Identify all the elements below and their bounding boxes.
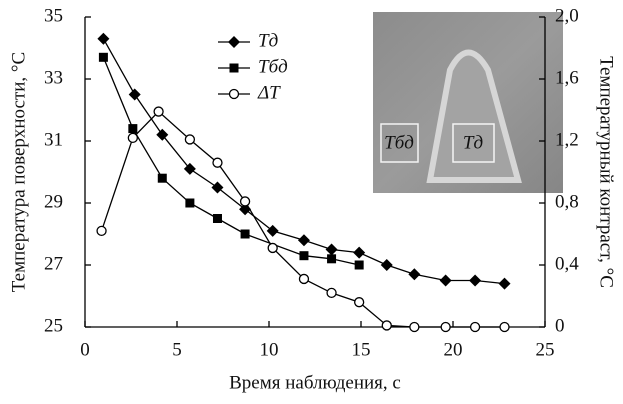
y-tick-label: 31 (44, 129, 63, 150)
marker (326, 287, 337, 299)
marker (98, 52, 108, 62)
marker (128, 124, 138, 134)
legend-marker (228, 88, 240, 100)
y-tick-label: 25 (44, 315, 63, 336)
x-tick-label: 5 (172, 339, 182, 360)
y-tick-label: 27 (44, 253, 63, 274)
y2-tick-label: 2,0 (555, 5, 579, 26)
marker (240, 229, 250, 239)
marker (380, 259, 393, 271)
inset-image: Tбд Tд (373, 12, 563, 193)
legend-label: Tд (258, 30, 278, 51)
marker (185, 198, 195, 208)
x-axis-label: Время наблюдения, с (229, 372, 401, 393)
marker (267, 242, 278, 254)
x-tick-label: 10 (260, 339, 279, 360)
marker (239, 196, 251, 207)
y2-axis-label: Температурный контраст, °С (596, 56, 617, 288)
x-tick-label: 0 (80, 339, 90, 360)
y2-tick-label: 0,8 (555, 191, 579, 212)
legend-marker (228, 36, 240, 48)
marker (499, 321, 510, 333)
marker (266, 224, 279, 237)
marker (297, 234, 310, 247)
marker (127, 132, 138, 144)
x-tick-label: 15 (352, 339, 371, 360)
marker (157, 173, 167, 183)
marker (97, 32, 110, 45)
y2-tick-label: 1,6 (555, 67, 579, 88)
marker (498, 277, 511, 290)
inset-label: Tбд (384, 132, 414, 153)
marker (353, 246, 366, 259)
y-axis-label: Температура поверхности, °С (8, 52, 29, 292)
marker (153, 106, 164, 117)
marker (354, 297, 365, 308)
marker (440, 321, 451, 333)
legend-label: ΔT (257, 82, 281, 103)
marker (299, 251, 309, 261)
marker (325, 243, 338, 256)
y2-tick-label: 0,4 (555, 253, 579, 274)
legend-marker (229, 63, 239, 73)
marker (469, 274, 482, 287)
x-tick-label: 20 (444, 339, 463, 360)
marker (156, 128, 169, 141)
marker (381, 320, 392, 331)
marker (439, 274, 452, 287)
y-tick-label: 35 (44, 5, 63, 26)
marker (354, 260, 364, 270)
marker (96, 225, 107, 237)
marker (212, 157, 223, 168)
marker (409, 321, 420, 333)
marker (327, 254, 337, 264)
marker (212, 214, 222, 223)
y-tick-label: 29 (44, 191, 63, 212)
series-line (102, 57, 360, 266)
marker (184, 134, 196, 145)
marker (128, 88, 141, 101)
marker (298, 273, 310, 285)
x-tick-label: 25 (536, 339, 555, 360)
marker (211, 181, 224, 194)
marker (408, 268, 421, 281)
y2-tick-label: 1,2 (555, 129, 579, 150)
inset-label: Tд (463, 132, 483, 153)
y2-tick-label: 0 (555, 315, 565, 336)
marker (469, 321, 481, 333)
marker (183, 162, 196, 175)
legend-label: Tбд (258, 56, 288, 77)
y-tick-label: 33 (44, 67, 63, 88)
